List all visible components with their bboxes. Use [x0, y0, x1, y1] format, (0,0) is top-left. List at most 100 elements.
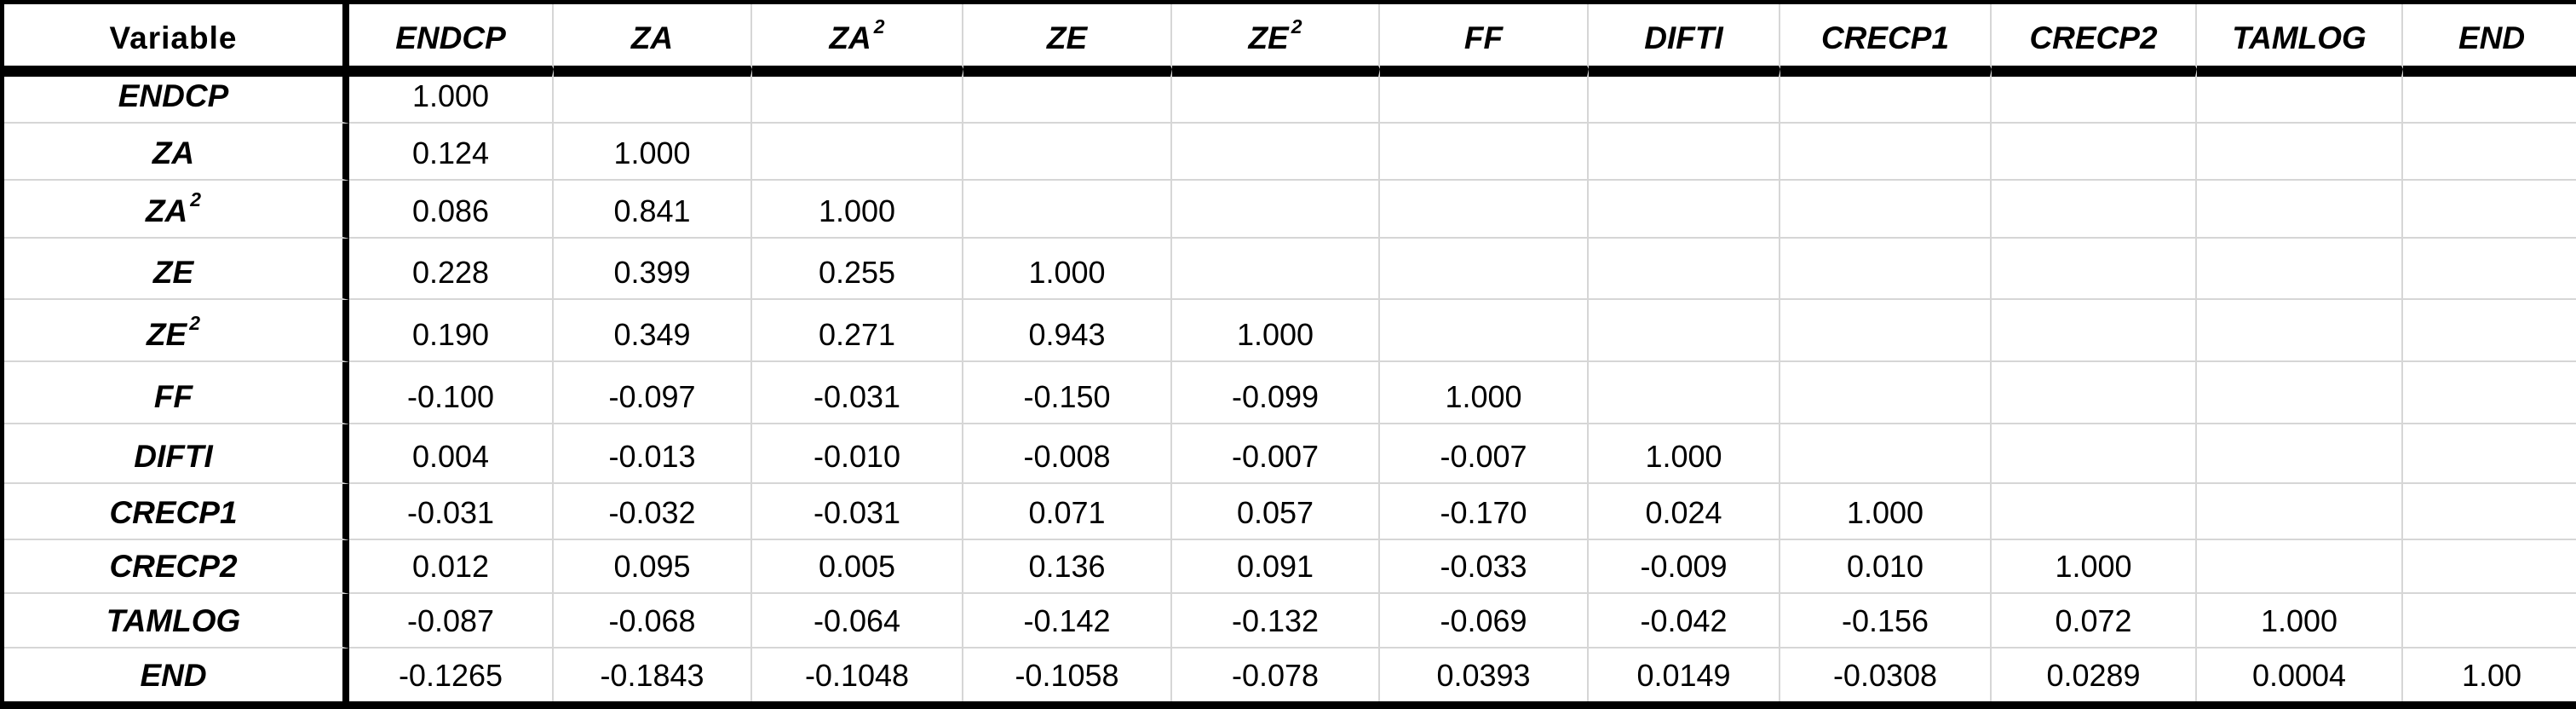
empty-cell	[1172, 238, 1380, 301]
value-cell: 0.943	[963, 300, 1172, 363]
value-cell: 0.095	[554, 540, 752, 594]
empty-cell	[1589, 180, 1780, 239]
value-cell: 0.086	[349, 180, 554, 239]
empty-cell	[1589, 69, 1780, 124]
empty-cell	[2403, 484, 2576, 541]
value-cell: -0.031	[349, 484, 554, 541]
row-label-cell: ZE 2	[4, 300, 349, 363]
value-cell: -0.064	[752, 593, 963, 648]
value-cell: 1.00	[2403, 648, 2576, 701]
column-header-cell: ZE	[963, 4, 1172, 69]
value-cell: 0.271	[752, 300, 963, 363]
empty-cell	[963, 124, 1172, 181]
value-cell: -0.009	[1589, 540, 1780, 594]
value-cell: 0.0393	[1380, 648, 1589, 701]
value-cell: 0.228	[349, 238, 554, 301]
table-row: END -0.1265 -0.1843 -0.1048 -0.1058 -0.078 0.0…	[4, 648, 2576, 701]
row-label-cell: ZA	[4, 124, 349, 181]
row-label: FF	[153, 378, 193, 414]
table-row: FF -0.100 -0.097 -0.031 -0.150 -0.099 1.000	[4, 362, 2576, 424]
row-label: DIFTI	[134, 439, 213, 475]
empty-cell	[2403, 424, 2576, 485]
value-cell: 0.0289	[1992, 648, 2197, 701]
table-row: CRECP1 -0.031 -0.032 -0.031 0.071 0.057 -0.170…	[4, 484, 2576, 541]
value-cell: 0.255	[752, 238, 963, 301]
superscript: 2	[190, 187, 202, 210]
row-label: END	[140, 658, 207, 693]
value-cell: -0.097	[554, 362, 752, 424]
empty-cell	[1992, 300, 2197, 363]
empty-cell	[2197, 540, 2403, 594]
value-cell: -0.069	[1380, 593, 1589, 648]
empty-cell	[1172, 69, 1380, 124]
empty-cell	[1780, 424, 1992, 485]
column-header-cell: ENDCP	[349, 4, 554, 69]
empty-cell	[2403, 362, 2576, 424]
value-cell: 0.349	[554, 300, 752, 363]
value-cell: -0.031	[752, 484, 963, 541]
column-header-cell: TAMLOG	[2197, 4, 2403, 69]
empty-cell	[1992, 484, 2197, 541]
value-cell: 1.000	[1589, 424, 1780, 485]
empty-cell	[1992, 69, 2197, 124]
empty-cell	[1589, 124, 1780, 181]
value-cell: -0.0308	[1780, 648, 1992, 701]
value-cell: 1.000	[963, 238, 1172, 301]
value-cell: 0.071	[963, 484, 1172, 541]
superscript: 2	[873, 15, 885, 37]
column-header-label: FF	[1463, 20, 1504, 55]
empty-cell	[2403, 238, 2576, 301]
row-label: CRECP1	[109, 495, 238, 531]
value-cell: 1.000	[349, 69, 554, 124]
value-cell: 0.0149	[1589, 648, 1780, 701]
empty-cell	[1589, 238, 1780, 301]
value-cell: 0.841	[554, 180, 752, 239]
column-header-cell: ZE 2	[1172, 4, 1380, 69]
value-cell: 1.000	[1380, 362, 1589, 424]
column-header-cell: DIFTI	[1589, 4, 1780, 69]
value-cell: -0.008	[963, 424, 1172, 485]
row-label: ZE	[146, 317, 187, 353]
value-cell: 1.000	[1780, 484, 1992, 541]
column-header-label: DIFTI	[1644, 20, 1723, 55]
row-label: TAMLOG	[106, 602, 241, 638]
column-header-cell: ZA	[554, 4, 752, 69]
value-cell: -0.068	[554, 593, 752, 648]
empty-cell	[2197, 238, 2403, 301]
column-header-label: ZE	[1248, 20, 1289, 55]
value-cell: -0.007	[1380, 424, 1589, 485]
corner-header-cell: Variable	[4, 4, 349, 69]
empty-cell	[2403, 540, 2576, 594]
empty-cell	[2197, 69, 2403, 124]
empty-cell	[1992, 362, 2197, 424]
row-label-cell: FF	[4, 362, 349, 424]
table-row: DIFTI 0.004 -0.013 -0.010 -0.008 -0.007 -0.007…	[4, 424, 2576, 485]
table-row: ZA 2 0.086 0.841 1.000	[4, 180, 2576, 239]
value-cell: -0.1058	[963, 648, 1172, 701]
value-cell: 1.000	[1992, 540, 2197, 594]
row-label-cell: TAMLOG	[4, 593, 349, 648]
column-header-label: ZE	[1046, 20, 1088, 55]
column-header-label: TAMLOG	[2232, 20, 2366, 55]
column-header-label: END	[2458, 20, 2526, 55]
row-label-cell: ENDCP	[4, 69, 349, 124]
empty-cell	[1589, 362, 1780, 424]
table-body: ENDCP 1.000 ZA 0.124 1.000 ZA 2 0.086 0.841 1.000…	[4, 69, 2576, 701]
empty-cell	[1992, 238, 2197, 301]
empty-cell	[2403, 124, 2576, 181]
value-cell: -0.042	[1589, 593, 1780, 648]
value-cell: 1.000	[2197, 593, 2403, 648]
value-cell: -0.1843	[554, 648, 752, 701]
value-cell: -0.099	[1172, 362, 1380, 424]
empty-cell	[1380, 124, 1589, 181]
empty-cell	[1380, 300, 1589, 363]
value-cell: 0.124	[349, 124, 554, 181]
column-header-label: CRECP2	[2029, 20, 2158, 55]
empty-cell	[1780, 300, 1992, 363]
column-header-cell: CRECP2	[1992, 4, 2197, 69]
empty-cell	[752, 124, 963, 181]
empty-cell	[1380, 69, 1589, 124]
empty-cell	[1172, 124, 1380, 181]
value-cell: 0.012	[349, 540, 554, 594]
